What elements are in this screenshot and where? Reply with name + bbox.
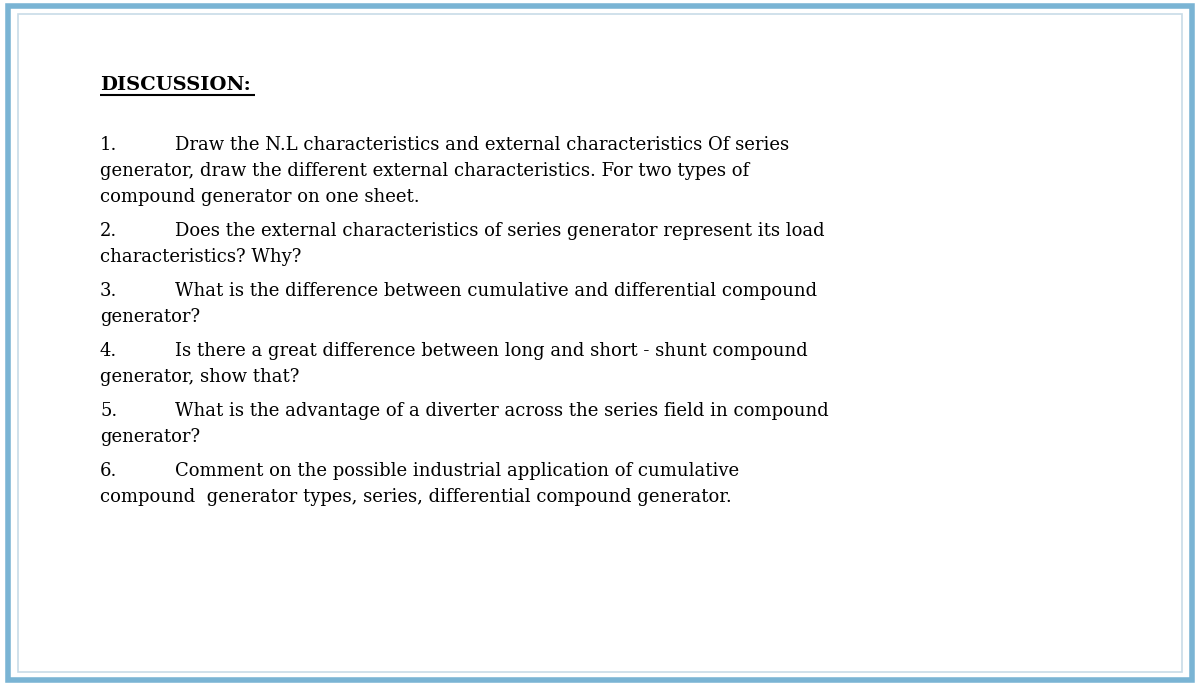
Text: What is the difference between cumulative and differential compound: What is the difference between cumulativ… bbox=[175, 282, 817, 300]
Text: compound generator on one sheet.: compound generator on one sheet. bbox=[100, 188, 420, 206]
Text: 6.: 6. bbox=[100, 462, 118, 480]
Text: generator?: generator? bbox=[100, 308, 200, 326]
Text: compound  generator types, series, differential compound generator.: compound generator types, series, differ… bbox=[100, 488, 732, 506]
Text: Comment on the possible industrial application of cumulative: Comment on the possible industrial appli… bbox=[175, 462, 739, 480]
Text: What is the advantage of a diverter across the series field in compound: What is the advantage of a diverter acro… bbox=[175, 402, 829, 420]
Text: Does the external characteristics of series generator represent its load: Does the external characteristics of ser… bbox=[175, 222, 824, 240]
Text: generator?: generator? bbox=[100, 428, 200, 446]
Text: 3.: 3. bbox=[100, 282, 118, 300]
Text: DISCUSSION:: DISCUSSION: bbox=[100, 76, 251, 94]
Text: 4.: 4. bbox=[100, 342, 118, 360]
Text: Draw the N.L characteristics and external characteristics Of series: Draw the N.L characteristics and externa… bbox=[175, 136, 790, 154]
Text: characteristics? Why?: characteristics? Why? bbox=[100, 248, 301, 266]
Text: generator, show that?: generator, show that? bbox=[100, 368, 299, 386]
Text: 5.: 5. bbox=[100, 402, 118, 420]
Text: 1.: 1. bbox=[100, 136, 118, 154]
Text: 2.: 2. bbox=[100, 222, 118, 240]
Text: generator, draw the different external characteristics. For two types of: generator, draw the different external c… bbox=[100, 162, 749, 180]
Text: Is there a great difference between long and short - shunt compound: Is there a great difference between long… bbox=[175, 342, 808, 360]
